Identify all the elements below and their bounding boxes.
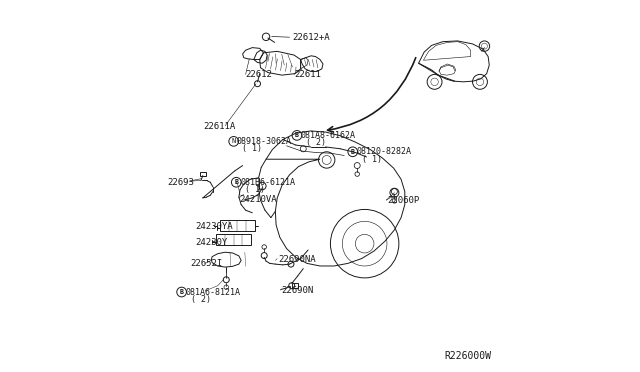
Text: 24230Y: 24230Y: [195, 238, 228, 247]
Text: N: N: [232, 138, 236, 144]
Text: 08120-8282A: 08120-8282A: [356, 147, 412, 156]
Text: B: B: [351, 149, 355, 155]
Text: ( 1): ( 1): [362, 155, 381, 164]
Text: 08918-3062A: 08918-3062A: [237, 137, 292, 146]
Text: 22652I: 22652I: [191, 259, 223, 268]
Text: 081A8-6162A: 081A8-6162A: [301, 131, 356, 140]
Text: B: B: [234, 179, 238, 185]
Text: 081B6-6121A: 081B6-6121A: [240, 178, 295, 187]
Text: 24230YA: 24230YA: [195, 222, 233, 231]
Text: 22612: 22612: [246, 70, 273, 79]
Text: 22611: 22611: [294, 70, 321, 79]
Text: 22693: 22693: [168, 178, 195, 187]
Text: 22060P: 22060P: [387, 196, 419, 205]
Text: 081A6-8121A: 081A6-8121A: [186, 288, 241, 296]
Text: 22690N: 22690N: [281, 286, 313, 295]
Text: ( 2): ( 2): [191, 295, 211, 304]
Text: R226000W: R226000W: [444, 352, 491, 361]
Text: ( 1): ( 1): [242, 144, 262, 153]
Text: ( 2): ( 2): [306, 138, 326, 147]
FancyArrowPatch shape: [328, 58, 416, 132]
Text: 22611A: 22611A: [203, 122, 235, 131]
Text: B: B: [180, 289, 184, 295]
Text: 22690NA: 22690NA: [278, 255, 316, 264]
Text: B: B: [295, 132, 299, 138]
Text: 24210VA: 24210VA: [239, 195, 276, 203]
Text: 22612+A: 22612+A: [292, 33, 330, 42]
Text: ( 1): ( 1): [245, 185, 265, 194]
